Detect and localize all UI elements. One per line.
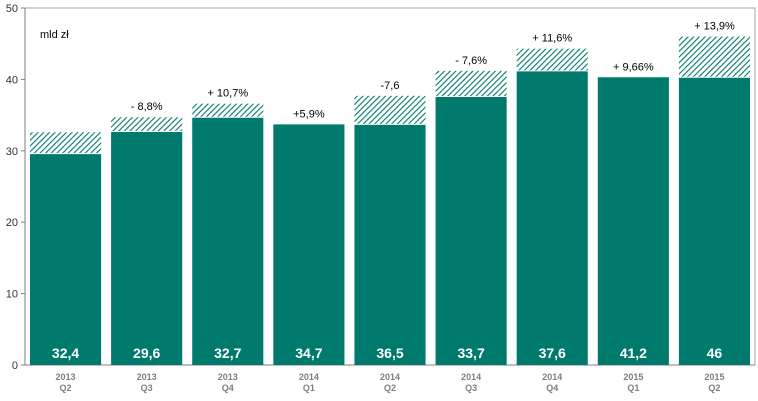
change-label: + 9,66% xyxy=(613,61,654,73)
bar-value-label: 46 xyxy=(707,345,723,361)
bar-value-label: 29,6 xyxy=(133,345,160,361)
x-category-year: 2013 xyxy=(218,372,238,382)
y-tick-label: 40 xyxy=(6,74,18,86)
x-category-quarter: Q1 xyxy=(303,383,315,393)
bar-base xyxy=(354,124,426,366)
bar-base xyxy=(678,77,750,366)
bar-base xyxy=(192,117,264,365)
x-category-quarter: Q2 xyxy=(708,383,720,393)
unit-label: mld zł xyxy=(40,29,69,41)
x-category-quarter: Q2 xyxy=(60,383,72,393)
bar-base xyxy=(597,77,669,366)
y-axis-ticks: 0 10 20 30 40 50 xyxy=(6,3,25,372)
bar-hatched-segment xyxy=(30,132,102,154)
x-category-year: 2013 xyxy=(56,372,76,382)
y-tick-label: 20 xyxy=(6,217,18,229)
bar-value-label: 34,7 xyxy=(295,345,322,361)
change-label: -7,6 xyxy=(381,80,400,92)
change-label: - 8,8% xyxy=(131,101,163,113)
x-category-quarter: Q1 xyxy=(627,383,639,393)
bar-hatched-segment xyxy=(354,95,426,125)
x-category-year: 2014 xyxy=(542,372,562,382)
x-category-year: 2014 xyxy=(299,372,319,382)
change-label: + 10,7% xyxy=(207,88,248,100)
y-tick-label: 0 xyxy=(12,360,18,372)
bar-base xyxy=(516,70,588,365)
y-tick-label: 10 xyxy=(6,289,18,301)
bars-group xyxy=(30,36,750,366)
x-category-year: 2013 xyxy=(137,372,157,382)
bar-value-label: 37,6 xyxy=(539,345,566,361)
change-label: - 7,6% xyxy=(455,55,487,67)
y-tick-label: 50 xyxy=(6,3,18,15)
x-category-quarter: Q2 xyxy=(384,383,396,393)
x-category-quarter: Q3 xyxy=(465,383,477,393)
bar-base xyxy=(435,96,507,365)
change-label: +5,9% xyxy=(293,108,325,120)
bar-hatched-segment xyxy=(516,48,588,71)
bar-hatched-segment xyxy=(435,70,507,97)
x-category-year: 2014 xyxy=(380,372,400,382)
change-label: + 13,9% xyxy=(694,21,735,33)
x-category-year: 2015 xyxy=(704,372,724,382)
y-tick-label: 30 xyxy=(6,146,18,158)
bar-base xyxy=(30,153,102,365)
change-label: + 11,6% xyxy=(532,33,572,45)
bar-hatched-segment xyxy=(192,103,264,118)
bar-hatched-segment xyxy=(111,117,183,132)
bar-value-label: 32,4 xyxy=(52,345,79,361)
x-category-year: 2015 xyxy=(623,372,643,382)
bar-hatched-segment xyxy=(678,36,750,78)
x-category-quarter: Q4 xyxy=(222,383,234,393)
bar-base xyxy=(111,131,183,365)
bar-value-label: 32,7 xyxy=(214,345,241,361)
x-category-quarter: Q3 xyxy=(141,383,153,393)
bar-base xyxy=(273,124,345,366)
x-category-quarter: Q4 xyxy=(546,383,558,393)
bar-value-label: 36,5 xyxy=(376,345,403,361)
x-category-year: 2014 xyxy=(461,372,481,382)
bar-value-label: 33,7 xyxy=(457,345,484,361)
bar-value-label: 41,2 xyxy=(620,345,647,361)
